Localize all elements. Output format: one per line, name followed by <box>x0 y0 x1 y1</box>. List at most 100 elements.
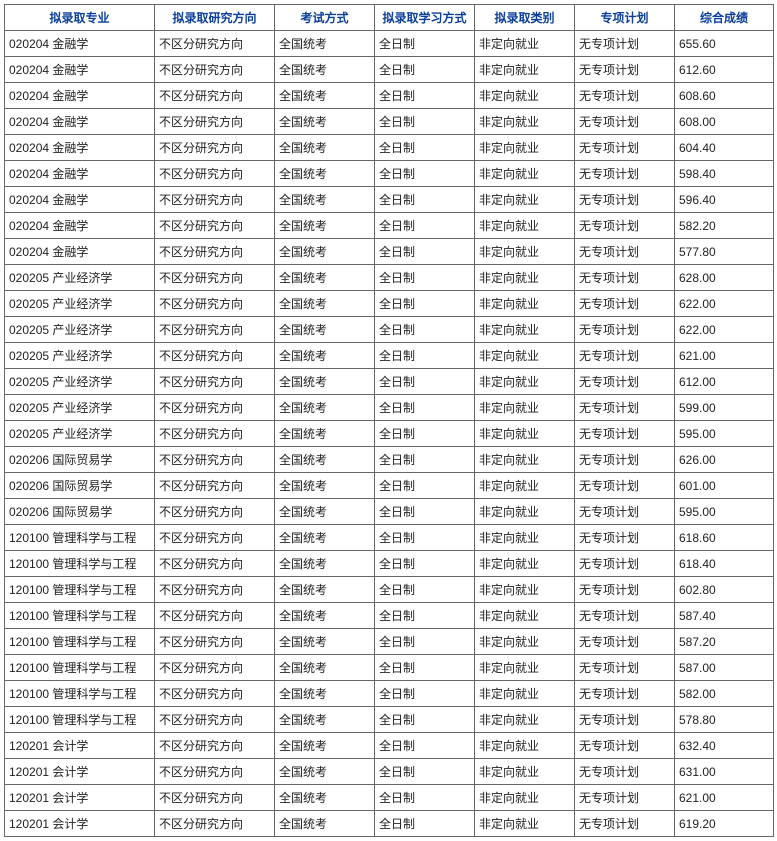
table-row: 120100 管理科学与工程不区分研究方向全国统考全日制非定向就业无专项计划61… <box>5 525 774 551</box>
cell: 无专项计划 <box>575 499 675 525</box>
table-row: 120100 管理科学与工程不区分研究方向全国统考全日制非定向就业无专项计划58… <box>5 681 774 707</box>
cell: 无专项计划 <box>575 577 675 603</box>
cell: 非定向就业 <box>475 421 575 447</box>
cell: 无专项计划 <box>575 733 675 759</box>
cell: 非定向就业 <box>475 291 575 317</box>
table-row: 020204 金融学不区分研究方向全国统考全日制非定向就业无专项计划608.60 <box>5 83 774 109</box>
cell: 不区分研究方向 <box>155 785 275 811</box>
cell: 不区分研究方向 <box>155 629 275 655</box>
cell: 不区分研究方向 <box>155 83 275 109</box>
cell: 595.00 <box>675 421 774 447</box>
cell: 非定向就业 <box>475 213 575 239</box>
cell: 全日制 <box>375 213 475 239</box>
cell: 020205 产业经济学 <box>5 343 155 369</box>
cell: 无专项计划 <box>575 603 675 629</box>
cell: 全国统考 <box>275 785 375 811</box>
cell: 020205 产业经济学 <box>5 421 155 447</box>
cell: 不区分研究方向 <box>155 265 275 291</box>
cell: 非定向就业 <box>475 317 575 343</box>
table-row: 020205 产业经济学不区分研究方向全国统考全日制非定向就业无专项计划595.… <box>5 421 774 447</box>
cell: 全国统考 <box>275 577 375 603</box>
cell: 628.00 <box>675 265 774 291</box>
cell: 全日制 <box>375 551 475 577</box>
cell: 601.00 <box>675 473 774 499</box>
cell: 595.00 <box>675 499 774 525</box>
cell: 不区分研究方向 <box>155 317 275 343</box>
cell: 不区分研究方向 <box>155 811 275 837</box>
cell: 无专项计划 <box>575 31 675 57</box>
cell: 120201 会计学 <box>5 733 155 759</box>
cell: 全国统考 <box>275 187 375 213</box>
cell: 不区分研究方向 <box>155 57 275 83</box>
cell: 不区分研究方向 <box>155 603 275 629</box>
cell: 020205 产业经济学 <box>5 369 155 395</box>
cell: 非定向就业 <box>475 525 575 551</box>
table-row: 120100 管理科学与工程不区分研究方向全国统考全日制非定向就业无专项计划58… <box>5 655 774 681</box>
cell: 020204 金融学 <box>5 187 155 213</box>
cell: 608.00 <box>675 109 774 135</box>
cell: 无专项计划 <box>575 395 675 421</box>
cell: 无专项计划 <box>575 811 675 837</box>
cell: 全日制 <box>375 265 475 291</box>
col-header-4: 拟录取类别 <box>475 5 575 31</box>
cell: 无专项计划 <box>575 239 675 265</box>
cell: 非定向就业 <box>475 499 575 525</box>
cell: 不区分研究方向 <box>155 681 275 707</box>
cell: 020204 金融学 <box>5 213 155 239</box>
cell: 582.20 <box>675 213 774 239</box>
cell: 不区分研究方向 <box>155 395 275 421</box>
cell: 全国统考 <box>275 421 375 447</box>
cell: 不区分研究方向 <box>155 109 275 135</box>
table-body: 020204 金融学不区分研究方向全国统考全日制非定向就业无专项计划655.60… <box>5 31 774 837</box>
cell: 全日制 <box>375 785 475 811</box>
cell: 非定向就业 <box>475 811 575 837</box>
table-row: 120201 会计学不区分研究方向全国统考全日制非定向就业无专项计划621.00 <box>5 785 774 811</box>
cell: 全日制 <box>375 31 475 57</box>
cell: 578.80 <box>675 707 774 733</box>
cell: 非定向就业 <box>475 239 575 265</box>
cell: 全日制 <box>375 187 475 213</box>
table-row: 020204 金融学不区分研究方向全国统考全日制非定向就业无专项计划612.60 <box>5 57 774 83</box>
cell: 非定向就业 <box>475 473 575 499</box>
col-header-2: 考试方式 <box>275 5 375 31</box>
cell: 非定向就业 <box>475 31 575 57</box>
cell: 全国统考 <box>275 395 375 421</box>
cell: 无专项计划 <box>575 343 675 369</box>
cell: 全日制 <box>375 681 475 707</box>
cell: 全日制 <box>375 369 475 395</box>
cell: 020206 国际贸易学 <box>5 473 155 499</box>
table-row: 020206 国际贸易学不区分研究方向全国统考全日制非定向就业无专项计划626.… <box>5 447 774 473</box>
cell: 非定向就业 <box>475 759 575 785</box>
cell: 非定向就业 <box>475 187 575 213</box>
table-row: 020204 金融学不区分研究方向全国统考全日制非定向就业无专项计划655.60 <box>5 31 774 57</box>
cell: 020204 金融学 <box>5 135 155 161</box>
table-row: 020204 金融学不区分研究方向全国统考全日制非定向就业无专项计划604.40 <box>5 135 774 161</box>
cell: 全国统考 <box>275 31 375 57</box>
cell: 全日制 <box>375 525 475 551</box>
cell: 020206 国际贸易学 <box>5 499 155 525</box>
cell: 无专项计划 <box>575 83 675 109</box>
table-row: 020206 国际贸易学不区分研究方向全国统考全日制非定向就业无专项计划595.… <box>5 499 774 525</box>
cell: 655.60 <box>675 31 774 57</box>
cell: 全国统考 <box>275 629 375 655</box>
table-row: 020205 产业经济学不区分研究方向全国统考全日制非定向就业无专项计划622.… <box>5 291 774 317</box>
cell: 599.00 <box>675 395 774 421</box>
cell: 无专项计划 <box>575 265 675 291</box>
cell: 不区分研究方向 <box>155 239 275 265</box>
cell: 非定向就业 <box>475 447 575 473</box>
cell: 全日制 <box>375 759 475 785</box>
cell: 不区分研究方向 <box>155 525 275 551</box>
cell: 全日制 <box>375 135 475 161</box>
cell: 120100 管理科学与工程 <box>5 577 155 603</box>
cell: 非定向就业 <box>475 369 575 395</box>
col-header-5: 专项计划 <box>575 5 675 31</box>
table-row: 020205 产业经济学不区分研究方向全国统考全日制非定向就业无专项计划628.… <box>5 265 774 291</box>
table-row: 120201 会计学不区分研究方向全国统考全日制非定向就业无专项计划631.00 <box>5 759 774 785</box>
cell: 全国统考 <box>275 447 375 473</box>
cell: 120201 会计学 <box>5 811 155 837</box>
cell: 全国统考 <box>275 239 375 265</box>
cell: 120100 管理科学与工程 <box>5 525 155 551</box>
cell: 619.20 <box>675 811 774 837</box>
cell: 非定向就业 <box>475 83 575 109</box>
cell: 全日制 <box>375 655 475 681</box>
